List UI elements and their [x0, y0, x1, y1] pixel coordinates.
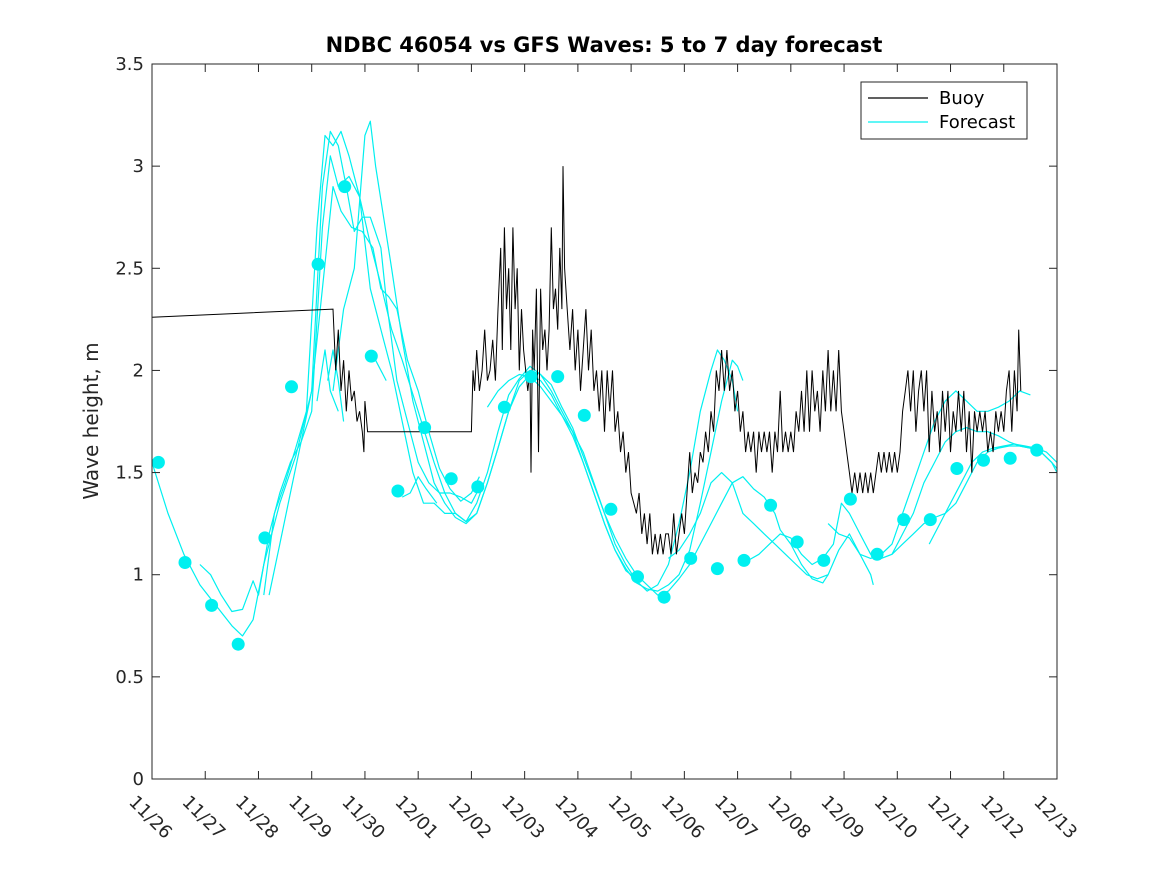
legend-box	[860, 81, 1028, 140]
forecast-marker-16	[551, 370, 565, 384]
forecast-marker-14	[497, 400, 511, 414]
forecast-marker-27	[843, 492, 857, 506]
plot-area	[152, 120, 1057, 651]
forecast-line-9	[401, 476, 438, 504]
forecast-line-13	[827, 390, 1031, 560]
forecast-marker-4	[231, 637, 245, 651]
y-tick-label: 3	[133, 156, 144, 177]
forecast-line-1	[152, 186, 480, 637]
forecast-marker-7	[311, 257, 325, 271]
forecast-marker-34	[1030, 443, 1044, 457]
y-tick-label: 1.5	[115, 463, 144, 484]
y-tick-label: 2.5	[115, 258, 144, 279]
forecast-marker-1	[152, 455, 165, 469]
plot-frame	[151, 63, 1058, 780]
forecast-marker-8	[338, 180, 352, 194]
forecast-marker-22	[710, 562, 724, 576]
forecast-line-4	[268, 130, 478, 596]
forecast-marker-28	[870, 547, 884, 561]
forecast-marker-11	[418, 421, 432, 435]
forecast-line-12	[747, 445, 1057, 566]
forecast-marker-2	[178, 556, 192, 569]
forecast-line-11	[668, 472, 874, 586]
forecast-line-6	[316, 349, 339, 412]
y-axis-label: Wave height, m	[79, 342, 103, 499]
forecast-marker-20	[657, 590, 671, 604]
forecast-marker-18	[604, 502, 618, 516]
buoy-line	[152, 166, 1022, 555]
y-tick-label: 0.5	[115, 667, 144, 688]
forecast-marker-12	[444, 472, 458, 486]
series-group	[152, 120, 1057, 651]
forecast-marker-9	[364, 349, 378, 363]
legend: Buoy Forecast	[860, 81, 1028, 140]
forecast-marker-29	[897, 513, 911, 527]
forecast-marker-17	[577, 408, 591, 422]
forecast-marker-13	[471, 480, 485, 494]
chart-title: NDBC 46054 vs GFS Waves: 5 to 7 day fore…	[326, 33, 883, 57]
forecast-marker-32	[977, 453, 990, 467]
legend-forecast-label: Forecast	[939, 112, 1015, 133]
forecast-marker-6	[285, 380, 298, 394]
forecast-marker-21	[684, 551, 698, 565]
forecast-marker-3	[205, 598, 219, 612]
forecast-line-8	[375, 359, 387, 381]
forecast-marker-33	[1003, 451, 1017, 465]
forecast-marker-25	[790, 535, 804, 549]
forecast-marker-10	[391, 484, 405, 498]
forecast-marker-30	[923, 513, 937, 527]
forecast-marker-5	[258, 531, 272, 545]
forecast-marker-23	[737, 553, 751, 567]
y-tick-label: 2	[133, 360, 144, 381]
y-tick-label: 1	[133, 565, 144, 586]
forecast-marker-19	[631, 570, 644, 584]
y-tick-label: 0	[133, 769, 144, 790]
forecast-marker-15	[524, 370, 538, 384]
y-tick-label: 3.5	[115, 54, 144, 75]
legend-buoy-label: Buoy	[939, 88, 985, 109]
forecast-marker-26	[817, 553, 831, 567]
forecast-marker-24	[764, 498, 778, 512]
forecast-marker-31	[950, 462, 964, 475]
